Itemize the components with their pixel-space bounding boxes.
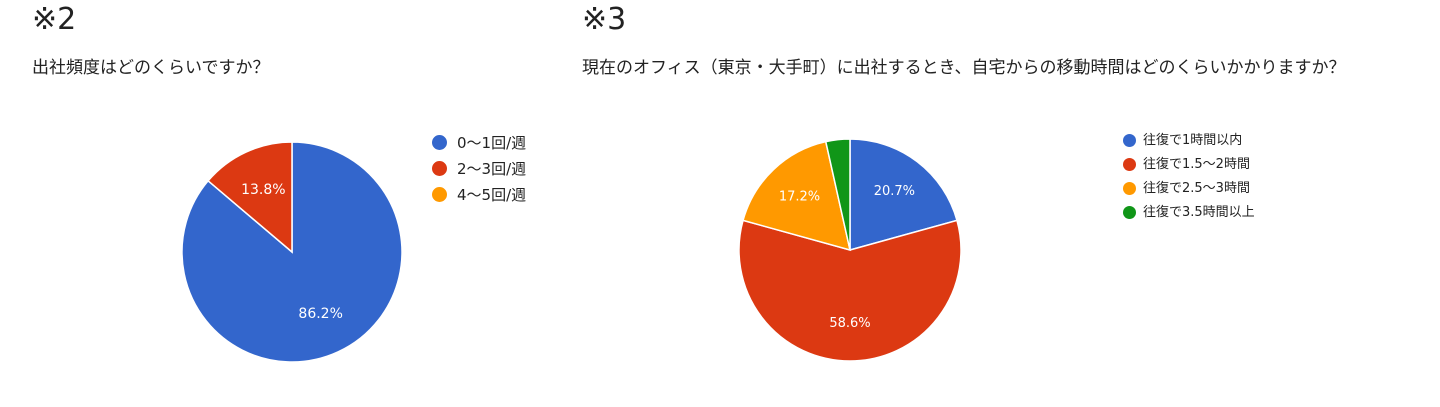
legend-swatch-icon [432,187,447,202]
legend-item: 4〜5回/週 [432,186,526,212]
pie-chart-commute: 20.7% 58.6% 17.2% [738,138,962,362]
slice-data-label: 17.2% [779,189,820,204]
pie-slice [849,138,958,251]
pie-slice [207,141,293,254]
legend-label: 0〜1回/週 [457,134,527,152]
pie-slice [824,138,851,251]
slice-data-label: 20.7% [874,184,915,199]
legend-swatch-icon [1123,158,1136,171]
legend-item: 0〜1回/週 [432,134,526,160]
legend-item: 往復で1時間以内 [1123,133,1255,157]
legend-swatch-icon [1123,182,1136,195]
chart-panel-commute: ※3 現在のオフィス（東京・大手町）に出社するとき、自宅からの移動時間はどのくら… [560,0,1440,407]
legend-swatch-icon [1123,134,1136,147]
legend-label: 往復で3.5時間以上 [1143,205,1255,220]
legend-swatch-icon [432,161,447,176]
slice-data-label: 58.6% [829,316,870,331]
legend-swatch-icon [1123,206,1136,219]
chart-legend: 0〜1回/週 2〜3回/週 4〜5回/週 [432,134,526,212]
panel-number: ※3 [582,2,627,37]
legend-label: 往復で1.5〜2時間 [1143,157,1250,172]
chart-panel-frequency: ※2 出社頻度はどのくらいですか？ 86.2% 13.8% 0〜1回/週 2〜3回/… [0,0,560,407]
chart-title: 現在のオフィス（東京・大手町）に出社するとき、自宅からの移動時間はどのくらいかか… [582,58,1346,78]
panel-number: ※2 [32,2,77,37]
legend-item: 往復で2.5〜3時間 [1123,181,1255,205]
pie-chart-frequency: 86.2% 13.8% [181,141,403,363]
legend-item: 往復で1.5〜2時間 [1123,157,1255,181]
chart-legend: 往復で1時間以内 往復で1.5〜2時間 往復で2.5〜3時間 往復で3.5時間以上 [1123,133,1255,229]
pie-slice [742,140,852,252]
legend-item: 2〜3回/週 [432,160,526,186]
legend-label: 往復で2.5〜3時間 [1143,181,1250,196]
legend-swatch-icon [432,135,447,150]
legend-label: 2〜3回/週 [457,160,527,178]
chart-title: 出社頻度はどのくらいですか？ [32,58,270,78]
legend-label: 往復で1時間以内 [1143,133,1243,148]
slice-data-label: 86.2% [298,306,342,322]
legend-item: 往復で3.5時間以上 [1123,205,1255,229]
legend-label: 4〜5回/週 [457,186,527,204]
pie-slice [738,219,962,362]
slice-data-label: 13.8% [241,182,285,198]
